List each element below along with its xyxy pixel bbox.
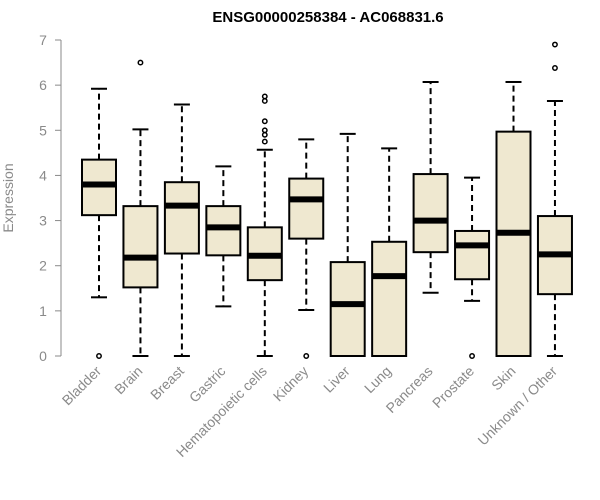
box-skin <box>495 80 532 357</box>
outlier-point <box>96 353 102 359</box>
outlier-point <box>552 41 558 48</box>
y-axis: 0 1 2 3 4 5 6 7 <box>39 32 62 364</box>
outlier-point <box>469 353 475 359</box>
outlier-point <box>261 127 268 134</box>
box-series <box>81 41 573 359</box>
box-iqr <box>163 181 200 255</box>
outlier-point <box>261 118 268 125</box>
y-tick-label: 0 <box>39 348 47 364</box>
y-tick-label: 3 <box>39 213 47 229</box>
box-breast <box>163 103 200 357</box>
box-brain <box>122 59 159 357</box>
outlier-point <box>261 138 268 145</box>
y-tick-label: 2 <box>39 258 47 274</box>
box-kidney <box>288 138 325 359</box>
box-hematopoietic-cells <box>246 93 283 357</box>
box-bladder <box>81 87 117 359</box>
outlier-point <box>303 353 310 359</box>
box-liver <box>329 132 366 357</box>
box-lung <box>371 147 408 357</box>
box-gastric <box>205 165 242 308</box>
x-tick-label: Brain <box>111 363 145 397</box>
x-tick-label: Breast <box>147 363 187 403</box>
outlier-point <box>261 93 268 100</box>
x-tick-label: Bladder <box>59 363 105 409</box>
y-tick-label: 1 <box>39 303 47 319</box>
box-iqr <box>205 205 242 257</box>
outlier-point <box>261 97 268 104</box>
box-iqr <box>495 130 532 357</box>
outlier-point <box>261 131 268 138</box>
x-tick-label: Kidney <box>270 363 312 405</box>
y-tick-label: 5 <box>39 122 47 138</box>
box-prostate <box>454 176 491 359</box>
box-unknown-other <box>536 41 573 357</box>
y-tick-label: 4 <box>39 167 47 183</box>
x-tick-label: Unknown / Other <box>474 363 560 449</box>
x-tick-label: Prostate <box>429 363 477 411</box>
box-iqr <box>288 177 325 240</box>
box-iqr <box>454 229 491 281</box>
chart-title: ENSG00000258384 - AC068831.6 <box>212 9 443 26</box>
y-axis-label: Expression <box>0 163 16 232</box>
x-tick-label: Lung <box>361 363 394 396</box>
x-tick-label: Skin <box>488 363 519 394</box>
y-tick-label: 7 <box>39 32 47 48</box>
outlier-point <box>552 65 558 71</box>
x-tick-label: Liver <box>320 363 353 396</box>
outlier-point <box>137 59 144 66</box>
box-iqr <box>371 240 408 357</box>
box-iqr <box>329 261 366 357</box>
y-tick-label: 6 <box>39 77 47 93</box>
box-iqr <box>412 173 449 254</box>
box-iqr <box>122 205 159 289</box>
box-pancreas <box>412 80 449 294</box>
